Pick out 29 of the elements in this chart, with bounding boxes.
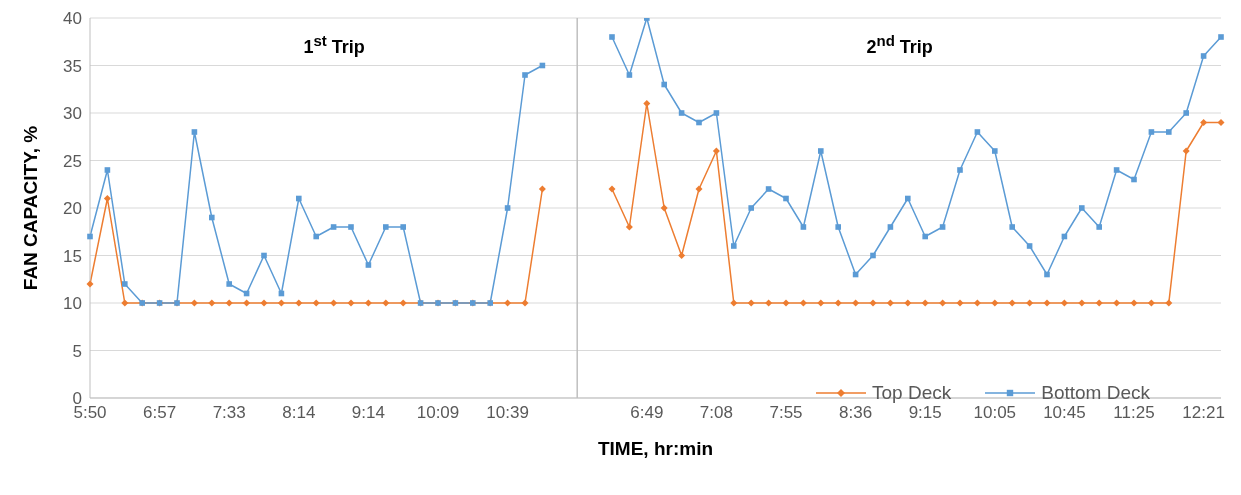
x-tick-label: 8:14	[282, 403, 316, 423]
legend-label: Bottom Deck	[1041, 382, 1150, 404]
x-tick-label: 10:39	[486, 403, 529, 423]
x-axis-title: TIME, hr:min	[597, 438, 714, 459]
x-tick-label: 10:45	[1043, 403, 1086, 423]
y-tick-label: 15	[63, 246, 82, 266]
x-tick-label: 9:15	[908, 403, 942, 423]
annotation: 2$^{nd}$ Trip	[866, 32, 933, 58]
x-tick-label: 10:05	[973, 403, 1017, 423]
y-axis-title: FAN CAPACITY, %	[19, 125, 41, 291]
x-tick-label: 11:25	[1113, 403, 1155, 423]
annotation: 1$^{st}$ Trip	[303, 32, 365, 58]
x-tick-label: 10:09	[416, 403, 460, 423]
x-tick-label: 7:33	[212, 403, 246, 423]
x-tick-label: 6:57	[143, 403, 177, 423]
x-tick-label: 7:08	[699, 403, 733, 423]
y-tick-label: 20	[63, 199, 82, 219]
x-tick-label: 7:55	[769, 403, 803, 423]
y-tick-label: 40	[63, 9, 82, 29]
y-tick-label: 10	[63, 294, 82, 314]
x-tick-label: 12:21	[1182, 403, 1225, 423]
y-tick-label: 5	[72, 341, 82, 361]
x-tick-label: 9:14	[351, 403, 385, 423]
x-tick-label: 8:36	[839, 403, 873, 423]
legend-label: Top Deck	[872, 382, 952, 404]
x-tick-label: 6:49	[630, 403, 664, 423]
y-tick-label: 35	[63, 56, 82, 76]
y-tick-label: 25	[63, 151, 82, 171]
y-tick-label: 30	[63, 104, 82, 124]
